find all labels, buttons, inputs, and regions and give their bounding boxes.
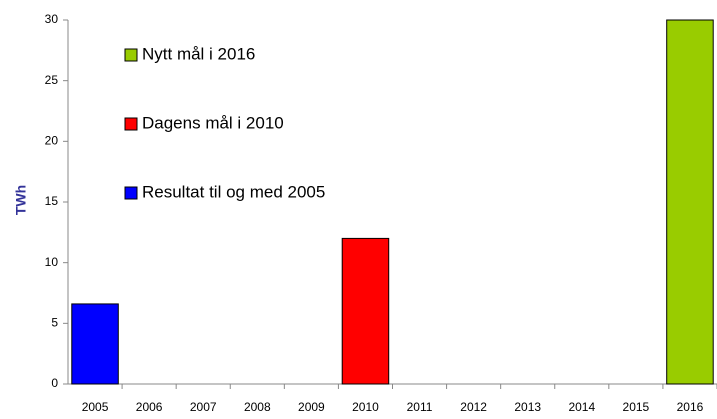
x-tick-label: 2008 [244, 400, 271, 414]
y-tick-label: 15 [45, 194, 59, 208]
legend-label: Resultat til og med 2005 [142, 182, 325, 201]
x-tick-label: 2005 [82, 400, 109, 414]
y-tick-label: 0 [51, 376, 58, 390]
x-tick-label: 2009 [298, 400, 325, 414]
bar [341, 237, 390, 385]
x-tick-label: 2015 [623, 400, 650, 414]
x-tick-label: 2010 [352, 400, 379, 414]
y-tick-label: 25 [45, 73, 59, 87]
x-tick-label: 2014 [568, 400, 595, 414]
legend-label: Dagens mål i 2010 [142, 113, 284, 132]
bar [71, 303, 119, 385]
x-tick-label: 2011 [407, 400, 433, 414]
y-axis-label: TWh [13, 185, 29, 215]
y-tick-label: 5 [51, 316, 58, 330]
y-tick-label: 30 [45, 12, 59, 26]
legend-swatch [124, 48, 138, 62]
x-tick-label: 2006 [136, 400, 163, 414]
legend-swatch [124, 117, 138, 131]
bar [666, 19, 714, 385]
y-tick-label: 20 [45, 134, 59, 148]
legend-label: Nytt mål i 2016 [142, 44, 255, 63]
y-tick-label: 10 [45, 255, 59, 269]
x-tick-label: 2007 [190, 400, 217, 414]
legend-swatch [124, 186, 138, 200]
x-tick-label: 2016 [677, 400, 704, 414]
x-tick-label: 2013 [514, 400, 541, 414]
x-tick-label: 2012 [460, 400, 487, 414]
